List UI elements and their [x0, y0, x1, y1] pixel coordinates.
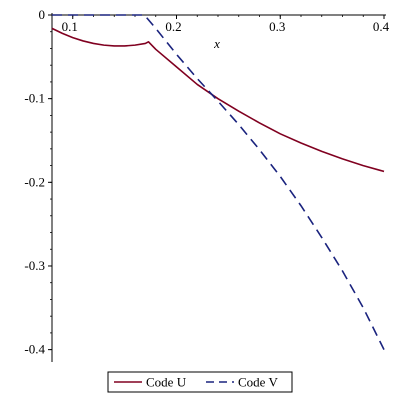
x-axis-title: x: [213, 36, 220, 51]
legend-label: Code V: [238, 375, 278, 390]
x-tick-label: 0.3: [269, 19, 285, 34]
legend-box: [107, 371, 293, 393]
legend-label: Code U: [146, 375, 187, 390]
y-tick-label: -0.3: [24, 258, 45, 273]
y-tick-label: -0.1: [24, 91, 45, 106]
y-tick-label: -0.4: [24, 342, 45, 357]
series-line-code-u: [51, 27, 385, 173]
series-line-code-v: [52, 14, 385, 350]
y-tick-label: -0.2: [24, 174, 45, 189]
legend: Code U Code V: [107, 371, 293, 393]
y-tick-label: 0: [39, 7, 46, 22]
axes: 0.1 0.2 0.3 0.4 0 -0.1 -0.2 -0.3 -0.4 x: [24, 7, 390, 362]
x-tick-label: 0.2: [165, 19, 181, 34]
x-tick-label: 0.4: [373, 19, 390, 34]
series-layer: [51, 14, 385, 350]
x-tick-label: 0.1: [62, 19, 78, 34]
